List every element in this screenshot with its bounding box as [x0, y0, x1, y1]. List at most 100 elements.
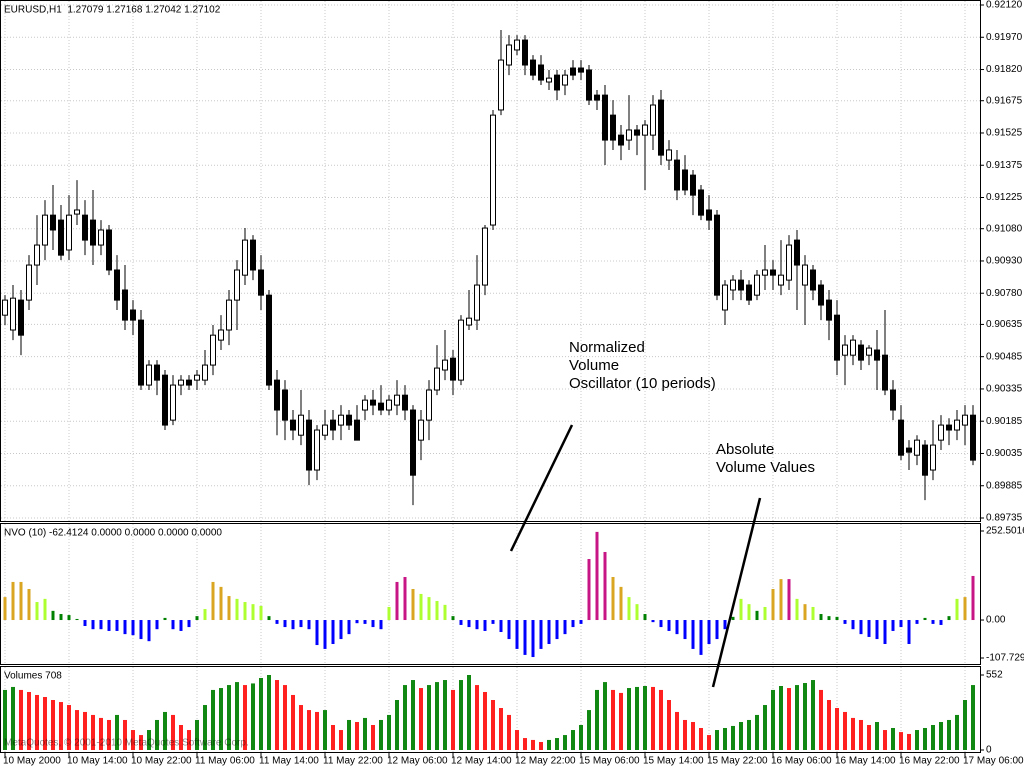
bar — [675, 711, 679, 750]
candle-body — [138, 319, 144, 386]
bar — [299, 705, 303, 750]
candle-body — [922, 444, 928, 476]
bar — [587, 559, 591, 621]
bar — [675, 620, 679, 635]
bar — [387, 606, 391, 621]
candle-body — [362, 399, 368, 411]
bar — [635, 686, 639, 750]
bar — [179, 620, 183, 631]
bar — [267, 616, 271, 621]
candle-body — [498, 59, 504, 111]
x-tick-label: 16 May 22:00 — [899, 756, 960, 767]
candle-body — [42, 214, 48, 246]
y-tick-label: 0.91970 — [986, 32, 1023, 43]
bar — [883, 620, 887, 644]
y-tick-label: 0.91225 — [986, 192, 1023, 203]
bar — [963, 597, 967, 621]
candle-body — [818, 284, 824, 306]
volume-pane — [0, 666, 981, 753]
bar — [971, 685, 975, 750]
bar — [347, 719, 351, 750]
x-tick-label: 16 May 14:00 — [835, 756, 896, 767]
candle-body — [866, 347, 872, 356]
bar — [651, 620, 655, 623]
indicator-title: Volumes 708 — [4, 671, 62, 682]
candle-body — [754, 274, 760, 296]
bar — [83, 711, 87, 750]
candle-body — [466, 317, 472, 326]
candle-body — [930, 444, 936, 471]
bar — [203, 705, 207, 750]
bar — [531, 620, 535, 658]
bar — [139, 620, 143, 640]
candle-body — [826, 299, 832, 321]
candle-body — [122, 289, 128, 321]
bar — [691, 722, 695, 750]
candle-body — [850, 339, 856, 356]
bar — [611, 689, 615, 750]
candle-body — [586, 69, 592, 101]
bar — [531, 739, 535, 750]
bar — [771, 588, 775, 621]
bar — [59, 702, 63, 750]
bar — [83, 620, 87, 627]
bar — [131, 620, 135, 636]
candle-body — [698, 189, 704, 216]
y-tick-label: 0.89885 — [986, 480, 1023, 491]
candle-body — [82, 214, 88, 241]
bar — [715, 730, 719, 750]
bar — [539, 741, 543, 750]
bar — [323, 620, 327, 649]
bar — [339, 620, 343, 640]
bar — [483, 691, 487, 750]
bar — [443, 604, 447, 621]
bar — [107, 719, 111, 750]
bar — [667, 620, 671, 631]
candle-body — [618, 134, 624, 146]
candle-body — [530, 59, 536, 76]
bar — [75, 618, 79, 621]
bar — [3, 689, 7, 750]
bar — [259, 677, 263, 750]
bar — [99, 620, 103, 630]
bar — [867, 725, 871, 750]
candle-body — [570, 67, 576, 76]
bar — [723, 727, 727, 750]
bar — [283, 685, 287, 750]
candle-body — [722, 284, 728, 311]
bar — [739, 722, 743, 750]
bar — [955, 714, 959, 750]
bar — [619, 586, 623, 621]
bar — [51, 610, 55, 621]
candle-body — [810, 269, 816, 291]
bar — [635, 604, 639, 621]
bar — [795, 598, 799, 621]
bar — [123, 620, 127, 635]
x-tick-label: 12 May 06:00 — [387, 756, 448, 767]
x-tick-label: 15 May 14:00 — [643, 756, 704, 767]
x-tick-label: 15 May 06:00 — [579, 756, 640, 767]
candle-body — [170, 384, 176, 421]
candle-body — [386, 399, 392, 411]
bar — [163, 711, 167, 750]
candle-body — [674, 159, 680, 191]
x-tick-label: 11 May 06:00 — [195, 756, 255, 767]
candle-body — [410, 409, 416, 476]
candle-body — [346, 414, 352, 426]
bar — [171, 714, 175, 750]
candle-body — [266, 294, 272, 386]
bar — [371, 725, 375, 750]
bar — [459, 620, 463, 625]
candle-body — [282, 389, 288, 421]
candle-body — [2, 299, 8, 316]
y-tick-label: 0.91820 — [986, 64, 1023, 75]
bar — [179, 725, 183, 750]
bar — [939, 620, 943, 625]
bar — [843, 620, 847, 624]
bar — [803, 604, 807, 621]
bar — [435, 682, 439, 750]
bar — [331, 725, 335, 750]
candle-body — [322, 424, 328, 436]
y-tick-label: 0.90485 — [986, 351, 1023, 362]
candle-body — [602, 94, 608, 141]
